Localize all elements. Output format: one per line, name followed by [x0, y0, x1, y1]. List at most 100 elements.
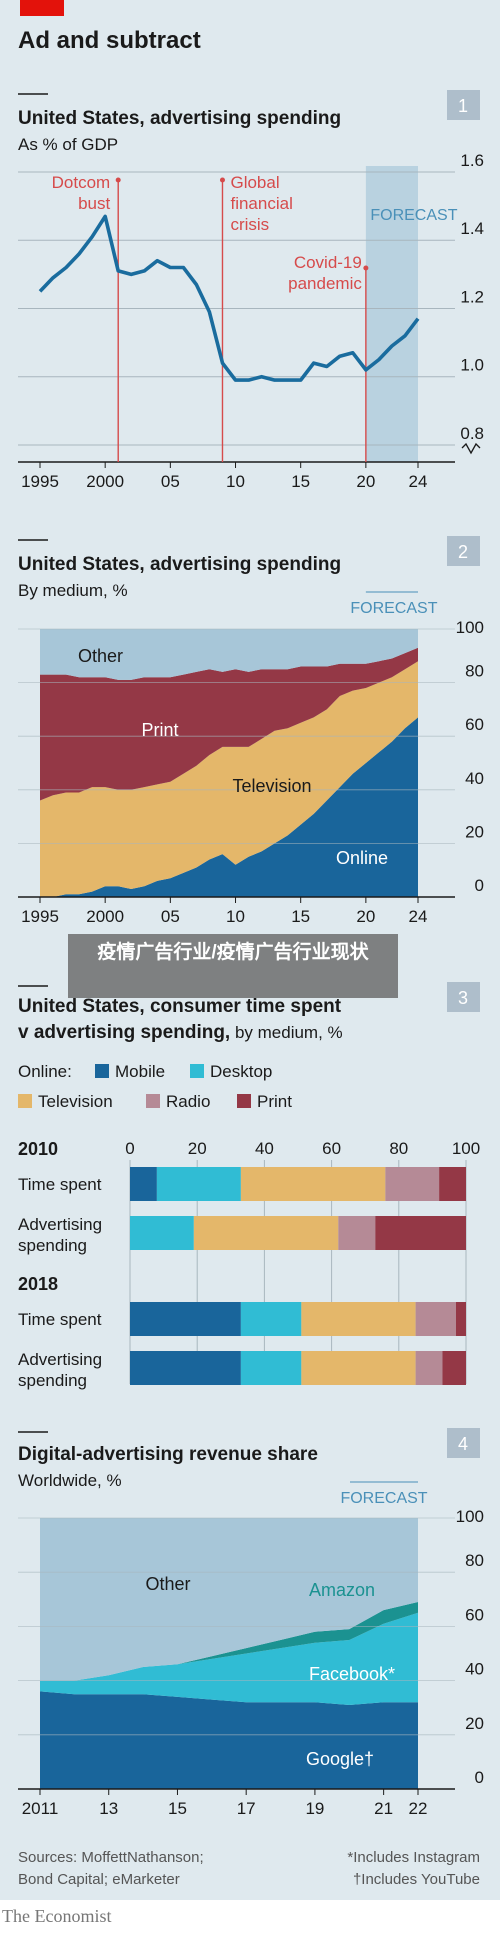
chart1-x-tick: 15: [291, 472, 310, 491]
chart3-bar-radio: [415, 1351, 443, 1385]
chart4-y-tick: 80: [465, 1551, 484, 1570]
chart3-x-tick: 0: [125, 1139, 134, 1158]
chart4-x-tick: 2011: [22, 1799, 59, 1818]
chart2-x-tick: 2000: [86, 907, 124, 926]
chart2-label-print: Print: [141, 720, 178, 740]
chart4-y-tick: 20: [465, 1714, 484, 1733]
headline: Ad and subtract: [18, 27, 201, 54]
header-accent-bar: [20, 0, 64, 16]
publisher-name: The Economist: [2, 1906, 112, 1926]
chart4-y-tick: 40: [465, 1660, 484, 1679]
chart4-x-tick: 21: [374, 1799, 393, 1818]
chart1-x-tick: 24: [409, 472, 428, 491]
chart3-index: 3: [458, 988, 468, 1008]
chart2-subtitle: By medium, %: [18, 581, 128, 600]
chart3-legend-prefix: Online:: [18, 1062, 72, 1081]
chart3-bar-television: [301, 1351, 416, 1385]
chart1-series-line: [38, 214, 420, 382]
chart2-y-tick: 0: [475, 876, 484, 895]
chart3-index-box: [447, 982, 480, 1012]
chart3-bar-television: [193, 1216, 339, 1250]
chart1-subtitle: As % of GDP: [18, 135, 118, 154]
chart3-bar-television: [301, 1302, 416, 1336]
chart4-source-line: Sources: MoffettNathanson;: [18, 1849, 204, 1866]
chart3-bar-mobile: [130, 1302, 241, 1336]
chart4-subtitle: Worldwide, %: [18, 1471, 122, 1490]
chart2-label-other: Other: [78, 646, 123, 666]
chart3-x-tick: 100: [452, 1139, 480, 1158]
chart3-legend-label: Print: [257, 1092, 292, 1111]
chart4-area-other: [40, 1518, 418, 1681]
chart3-legend-label: Radio: [166, 1092, 210, 1111]
chart4-title: Digital-advertising revenue share: [18, 1444, 318, 1465]
chart3-row-label: Time spent: [18, 1310, 102, 1329]
chart1-x-tick: 10: [226, 472, 245, 491]
chart3-legend-swatch: [237, 1094, 251, 1108]
chart2-x-tick: 24: [409, 907, 428, 926]
chart3-x-tick: 60: [322, 1139, 341, 1158]
chart2-area-other: [40, 629, 418, 680]
chart3-bar-television: [240, 1167, 386, 1201]
chart4-index: 4: [458, 1434, 468, 1454]
chart1-x-tick: 2000: [86, 472, 124, 491]
chart3-bar-mobile: [130, 1167, 157, 1201]
chart2-x-tick: 05: [161, 907, 180, 926]
chart1-annotation-text: Global: [230, 173, 279, 192]
chart3-title-line1: United States, consumer time spent: [18, 996, 342, 1017]
chart2-area-print: [40, 647, 418, 801]
chart3-x-tick: 20: [188, 1139, 207, 1158]
chart3-legend-swatch: [190, 1064, 204, 1078]
chart4-area-google: [40, 1691, 418, 1789]
chart3-bar-radio: [338, 1216, 376, 1250]
chart1-y-tick: 1.6: [460, 151, 484, 170]
chart2-title: United States, advertising spending: [18, 554, 341, 575]
chart3-bar-desktop: [130, 1216, 194, 1250]
chart3-subtitle: by medium, %: [230, 1023, 342, 1042]
chart4-y-tick: 100: [456, 1507, 484, 1526]
chart3-row-label: spending: [18, 1236, 87, 1255]
chart4-note-line: *Includes Instagram: [347, 1849, 480, 1866]
chart3-bar-desktop: [240, 1351, 302, 1385]
watermark-caption: 疫情广告行业/疫情广告行业现状: [68, 934, 398, 998]
chart3-legend-label: Television: [38, 1092, 113, 1111]
chart4-area-facebook: [40, 1612, 418, 1705]
chart2-x-tick: 1995: [21, 907, 59, 926]
chart2-area-online: [40, 717, 418, 897]
chart3-legend-swatch: [95, 1064, 109, 1078]
chart3-bar-desktop: [156, 1167, 241, 1201]
chart1-y-tick: 1.0: [460, 356, 484, 375]
chart3-bar-print: [455, 1302, 466, 1336]
chart2-index: 2: [458, 542, 468, 562]
chart1-x-tick: 20: [356, 472, 375, 491]
chart1-title: United States, advertising spending: [18, 108, 341, 129]
chart3-group-year: 2018: [18, 1274, 58, 1294]
chart4-y-tick: 0: [475, 1768, 484, 1787]
chart1-forecast-label: FORECAST: [370, 207, 457, 224]
chart1-x-tick: 1995: [21, 472, 59, 491]
chart1-annotation-text: Covid-19: [294, 253, 362, 272]
chart3-bar-radio: [415, 1302, 456, 1336]
chart1-forecast-band: [365, 166, 418, 462]
chart4-x-tick: 17: [237, 1799, 256, 1818]
chart1-annotation-text: bust: [78, 194, 110, 213]
chart3-legend-swatch: [146, 1094, 160, 1108]
chart2-y-tick: 20: [465, 822, 484, 841]
chart2-label-television: Television: [232, 776, 311, 796]
chart1-annotation-text: financial: [230, 194, 292, 213]
chart1-annotation-dot: [219, 177, 225, 183]
chart2-x-tick: 10: [226, 907, 245, 926]
chart2-label-online: Online: [336, 848, 388, 868]
chart4-x-tick: 15: [168, 1799, 187, 1818]
chart3-bar-mobile: [130, 1351, 241, 1385]
chart4-forecast-label: FORECAST: [340, 1490, 427, 1507]
chart4-note-line: †Includes YouTube: [353, 1871, 480, 1888]
chart3-bar-radio: [385, 1167, 440, 1201]
chart1-annotation-text: pandemic: [288, 274, 362, 293]
chart2-forecast-label: FORECAST: [350, 600, 437, 617]
chart3-legend-label: Desktop: [210, 1062, 272, 1081]
chart1-y-tick: 1.4: [460, 219, 484, 238]
chart3-bar-print: [442, 1351, 466, 1385]
chart1-annotation-text: Dotcom: [52, 173, 111, 192]
